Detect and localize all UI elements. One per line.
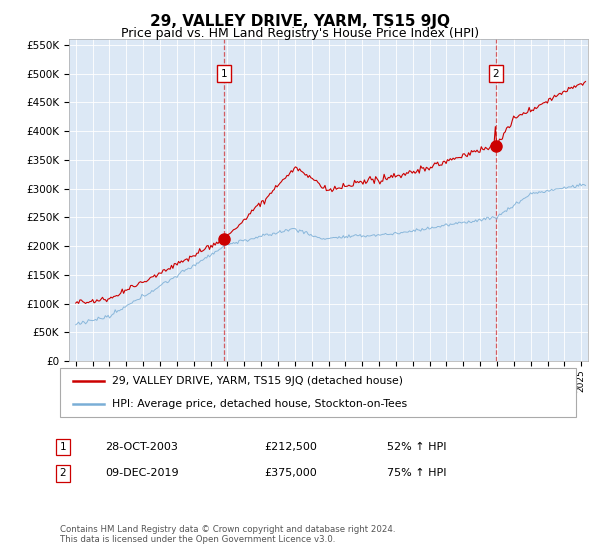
Text: 52% ↑ HPI: 52% ↑ HPI: [387, 442, 446, 452]
Text: Price paid vs. HM Land Registry's House Price Index (HPI): Price paid vs. HM Land Registry's House …: [121, 27, 479, 40]
Text: 29, VALLEY DRIVE, YARM, TS15 9JQ (detached house): 29, VALLEY DRIVE, YARM, TS15 9JQ (detach…: [112, 376, 403, 386]
Text: 1: 1: [59, 442, 67, 452]
Text: HPI: Average price, detached house, Stockton-on-Tees: HPI: Average price, detached house, Stoc…: [112, 399, 407, 409]
Text: 2: 2: [59, 468, 67, 478]
Text: Contains HM Land Registry data © Crown copyright and database right 2024.
This d: Contains HM Land Registry data © Crown c…: [60, 525, 395, 544]
Text: 28-OCT-2003: 28-OCT-2003: [105, 442, 178, 452]
FancyBboxPatch shape: [60, 368, 576, 417]
Text: 29, VALLEY DRIVE, YARM, TS15 9JQ: 29, VALLEY DRIVE, YARM, TS15 9JQ: [150, 14, 450, 29]
Text: 2: 2: [493, 69, 499, 79]
Text: 75% ↑ HPI: 75% ↑ HPI: [387, 468, 446, 478]
Text: 09-DEC-2019: 09-DEC-2019: [105, 468, 179, 478]
Text: £375,000: £375,000: [264, 468, 317, 478]
Text: £212,500: £212,500: [264, 442, 317, 452]
Text: 1: 1: [221, 69, 227, 79]
